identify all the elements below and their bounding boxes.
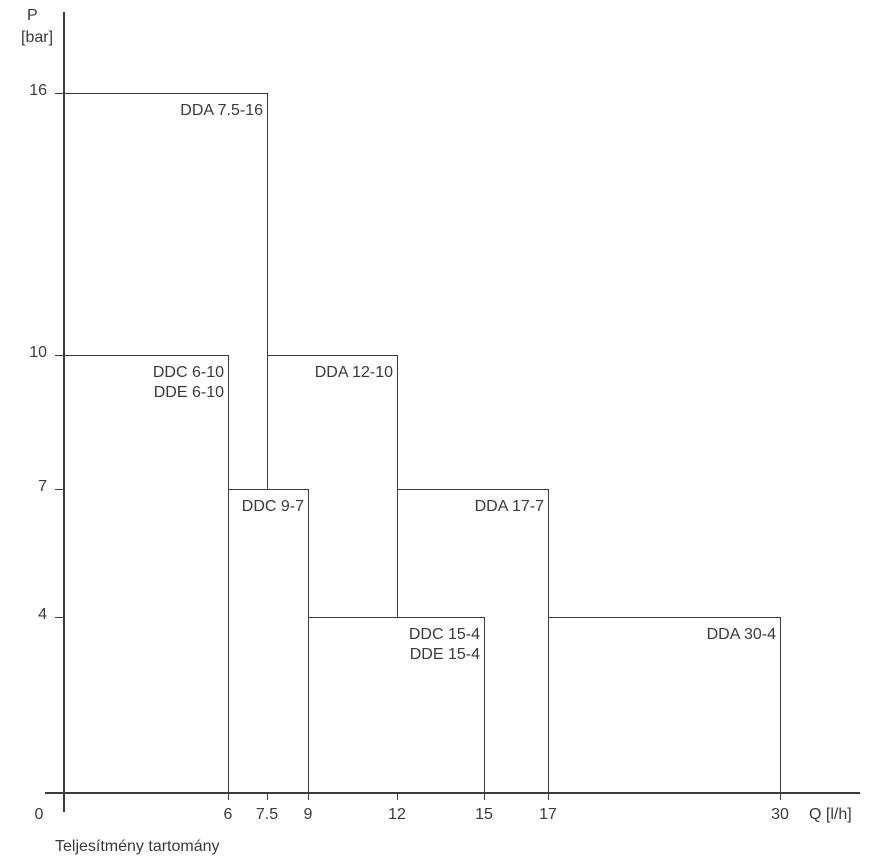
x-tick-12 [397,793,398,800]
range-box-left-dda-30-4 [548,617,549,800]
x-tick-label-15: 15 [475,806,493,823]
y-tick-label-4: 4 [38,606,47,623]
range-box-top-dda-30-4 [548,617,781,618]
x-axis-line [45,792,860,794]
range-box-top-dda-12-10 [267,355,398,356]
x-tick-label-30: 30 [771,806,789,823]
x-tick-label-9: 9 [303,806,313,823]
y-tick-7 [55,489,64,490]
range-box-left-ddc-9-7 [228,489,229,800]
range-box-left-dda-17-7 [397,489,398,617]
range-box-label-dda-7-5-16: DDA 7.5-16 [180,101,263,121]
range-box-top-dda-7-5-16 [64,93,268,94]
range-box-top-ddc-15-4 [308,617,485,618]
range-box-label-line: DDE 6-10 [153,384,224,401]
x-tick-label-7.5: 7.5 [255,806,279,823]
range-box-left-ddc-6-10 [64,355,65,800]
range-box-label-ddc-15-4: DDC 15-4 DDE 15-4 [409,625,480,665]
range-box-label-dda-30-4: DDA 30-4 [707,625,776,645]
range-box-label-ddc-9-7: DDC 9-7 [242,497,304,517]
y-tick-16 [55,93,64,94]
range-box-label-dda-17-7: DDA 17-7 [475,497,544,517]
range-box-left-ddc-15-4 [308,617,309,800]
range-box-label-line: DDE 15-4 [409,646,480,663]
x-tick-7.5 [267,793,268,800]
range-box-label-line: DDC 15-4 [408,626,480,643]
y-tick-label-7: 7 [38,478,47,495]
range-box-top-dda-17-7 [397,489,549,490]
range-box-right-dda-12-10 [397,355,398,617]
y-tick-label-10: 10 [29,344,47,361]
y-axis-unit-label: [bar] [21,29,54,46]
x-tick-label-17: 17 [539,806,557,823]
x-axis-title: Q [l/h] [809,806,852,823]
range-box-label-line: DDA 12-10 [314,364,393,381]
range-box-left-dda-12-10 [267,355,268,489]
y-tick-10 [55,355,64,356]
range-box-top-ddc-9-7 [228,489,309,490]
range-box-label-ddc-6-10: DDC 6-10 DDE 6-10 [153,363,224,403]
chart-footnote: Teljesítmény tartomány [55,838,220,855]
range-box-label-dda-12-10: DDA 12-10 [315,363,393,383]
range-box-right-ddc-15-4 [484,617,485,800]
range-box-right-dda-30-4 [780,617,781,800]
range-box-label-line: DDA 30-4 [706,626,776,643]
range-box-right-dda-7-5-16 [267,93,268,489]
y-tick-4 [55,617,64,618]
range-box-label-line: DDC 6-10 [152,364,224,381]
range-box-label-line: DDA 17-7 [474,498,544,515]
y-tick-label-16: 16 [29,82,47,99]
range-box-top-ddc-6-10 [64,355,229,356]
x-tick-label-12: 12 [388,806,406,823]
x-tick-label-6: 6 [223,806,233,823]
range-box-label-line: DDA 7.5-16 [180,102,263,119]
y-axis-title: P [27,7,38,24]
range-box-label-line: DDC 9-7 [241,498,304,515]
x-tick-label-0: 0 [34,806,44,823]
